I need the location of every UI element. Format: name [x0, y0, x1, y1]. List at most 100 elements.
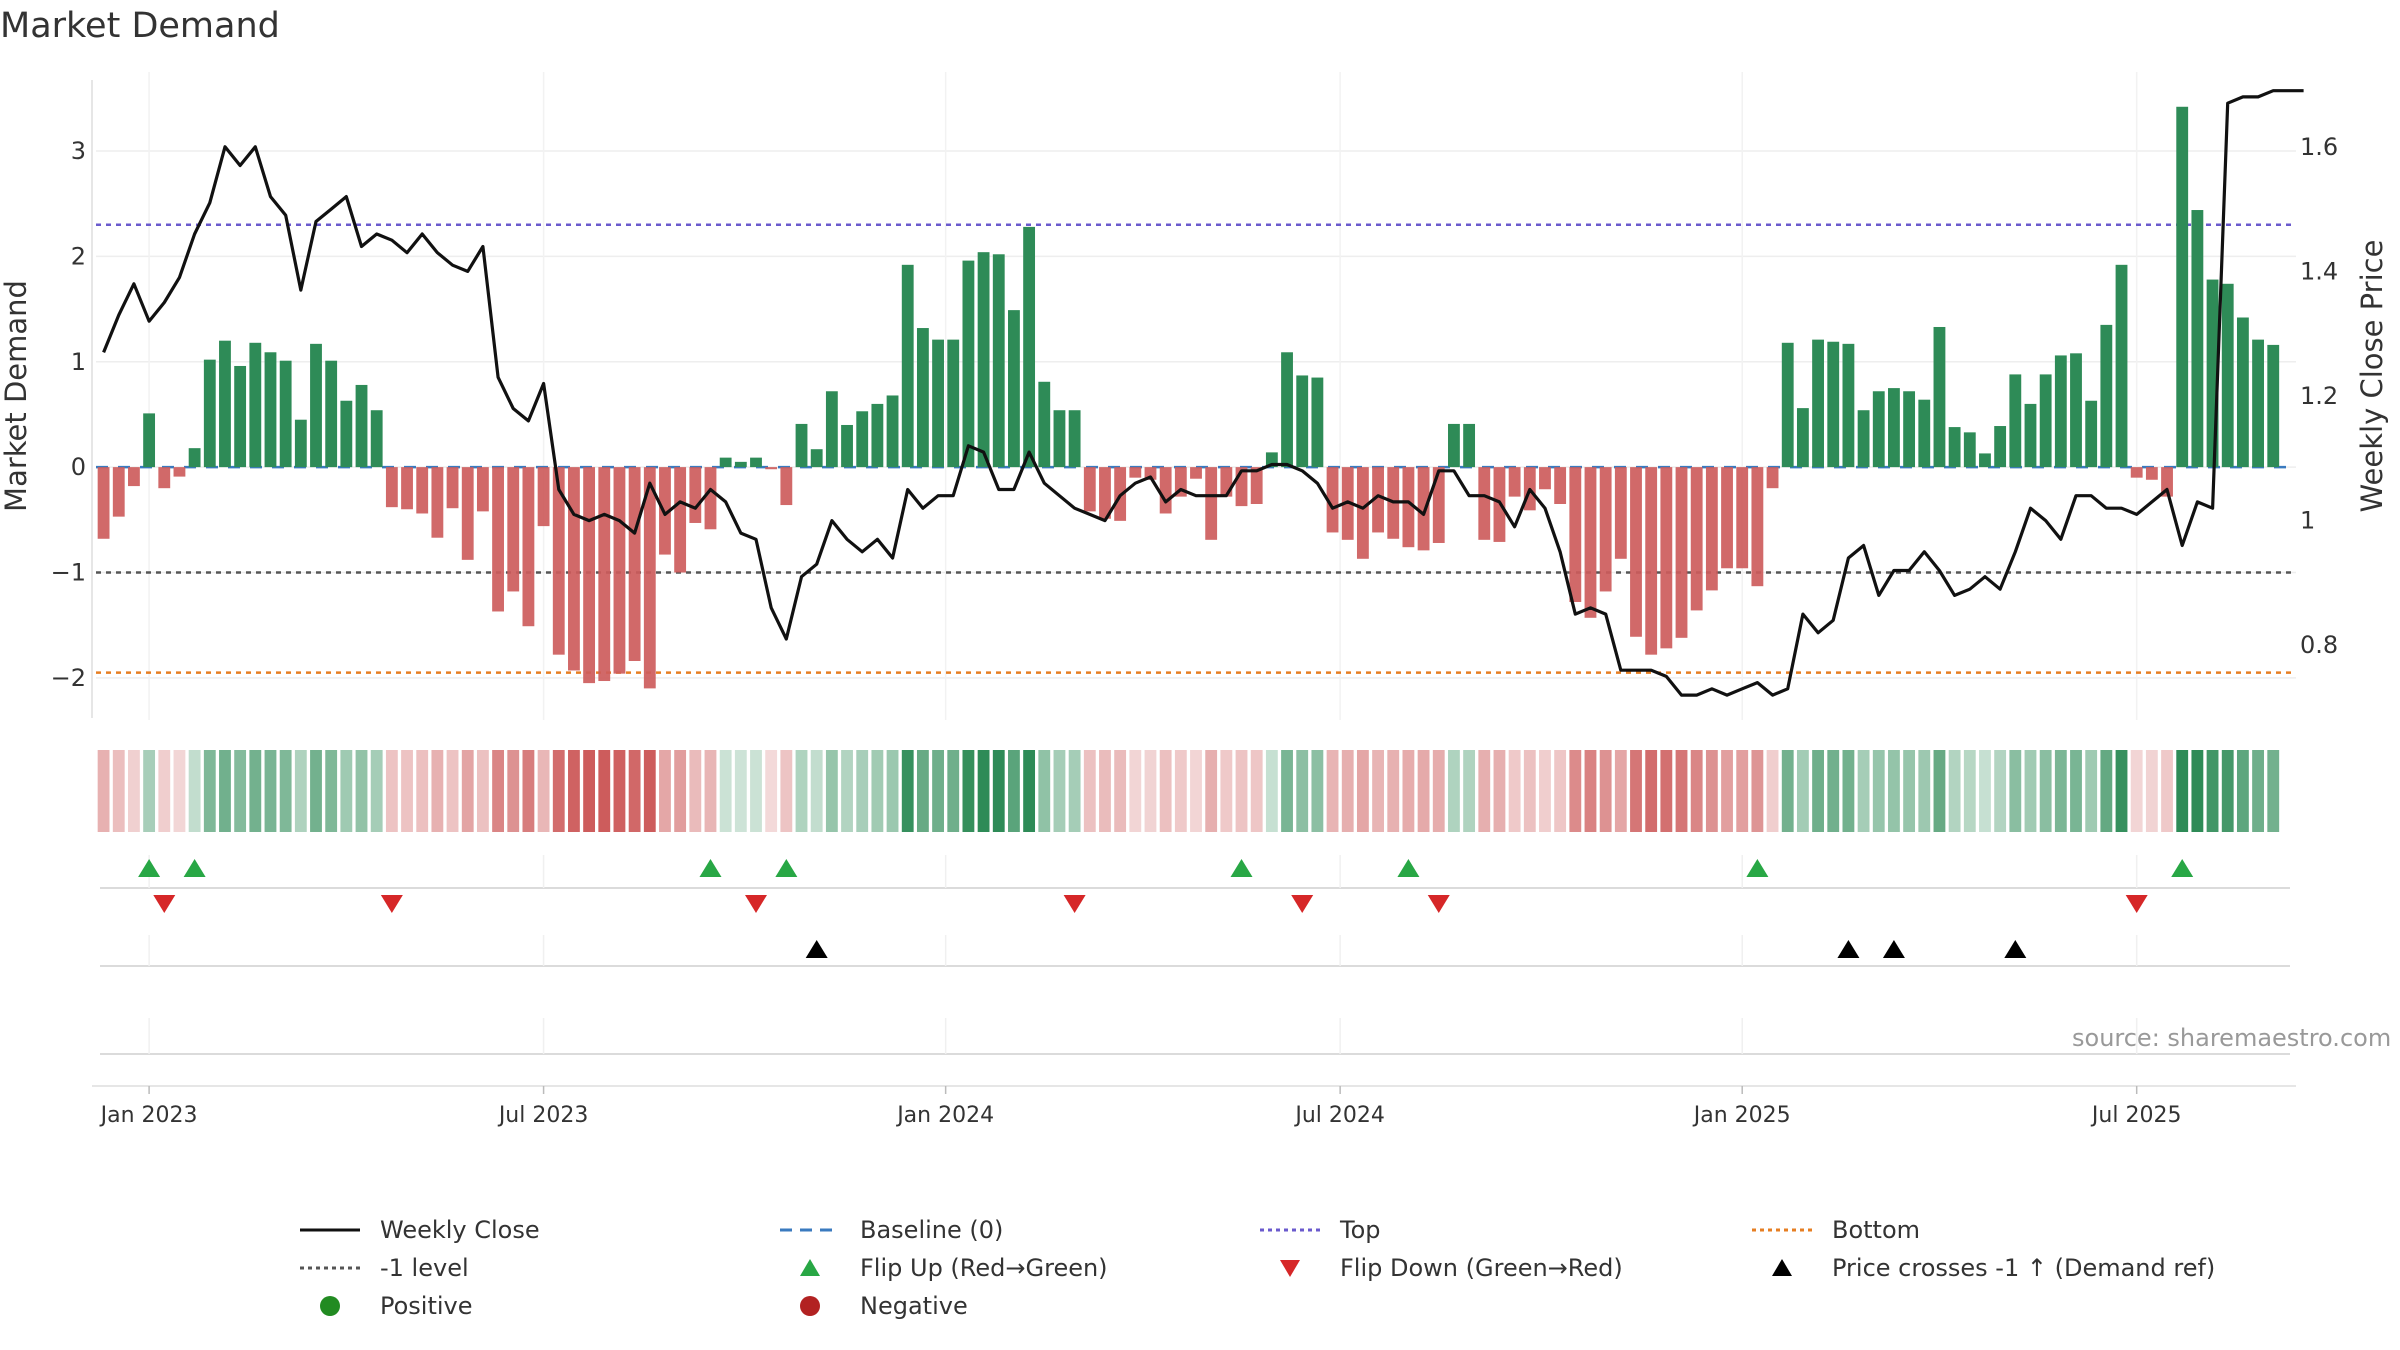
strip-cell: [947, 750, 960, 832]
demand-bar: [825, 391, 838, 468]
x-tick-label: Jan 2025: [1692, 1103, 1791, 1128]
demand-bar: [689, 467, 702, 523]
y-tick-label: 0: [71, 453, 86, 481]
demand-bar: [977, 252, 990, 468]
demand-bar: [1023, 226, 1036, 468]
strip-cell: [886, 750, 899, 832]
strip-cell: [1417, 750, 1430, 832]
demand-bar: [2130, 467, 2143, 478]
solid-line-icon: [300, 1228, 360, 1232]
strip-cell: [1645, 750, 1658, 832]
strip-cell: [2024, 750, 2037, 832]
strip-cell: [158, 750, 171, 832]
dot-icon: [320, 1296, 340, 1316]
legend-item-negative: Negative: [780, 1288, 968, 1324]
axes: 3 2 1 0 −1 −2 Market Demand 1.6 1.4 1.2 1 0.8 Weekly…: [0, 80, 2389, 718]
demand-bar: [583, 467, 596, 684]
strip-cell: [1068, 750, 1081, 832]
demand-bar: [188, 448, 201, 468]
strip-cell: [568, 750, 580, 832]
demand-bar: [1948, 427, 1961, 468]
legend-label: Price crosses -1 ↑ (Demand ref): [1832, 1254, 2216, 1282]
strip-cell: [1888, 750, 1900, 832]
x-tick-label: Jul 2024: [1293, 1103, 1385, 1128]
strip-cell: [2206, 750, 2219, 832]
demand-bar: [1645, 467, 1658, 655]
y-tick-label: 2: [71, 242, 86, 270]
strip-cell: [1979, 750, 1991, 832]
demand-bar: [1994, 426, 2007, 468]
strip-cell: [1994, 750, 2007, 832]
demand-bar: [249, 342, 262, 468]
strip-cell: [143, 750, 156, 832]
legend-label: Negative: [860, 1292, 968, 1320]
strip-cell: [188, 750, 201, 832]
strip-cell: [856, 750, 869, 832]
legend-item-minus1: -1 level: [300, 1250, 469, 1286]
strip-cell: [583, 750, 596, 832]
demand-bar: [2161, 467, 2173, 497]
strip-cell: [2009, 750, 2022, 832]
flip-down-marker: [745, 895, 767, 913]
demand-bar: [1599, 467, 1612, 592]
demand-heat-strip: [97, 750, 2280, 832]
strip-cell: [1402, 750, 1415, 832]
demand-bar: [97, 467, 110, 539]
strip-cell: [1372, 750, 1384, 832]
flip-up-marker: [699, 859, 722, 877]
triangle-up-icon: [1772, 1259, 1792, 1276]
strip-cell: [689, 750, 702, 832]
legend-label: Weekly Close: [380, 1216, 540, 1244]
legend-label: Top: [1340, 1216, 1381, 1244]
price-cross-marker: [805, 940, 828, 958]
demand-bar: [1265, 452, 1278, 468]
demand-bar: [1751, 467, 1764, 587]
strip-cell: [1463, 750, 1476, 832]
demand-bar: [674, 467, 687, 573]
strip-cell: [416, 750, 429, 832]
demand-bar: [1736, 467, 1749, 569]
strip-cell: [1038, 750, 1051, 832]
legend-label: -1 level: [380, 1254, 469, 1282]
demand-bar: [203, 359, 216, 468]
strip-cell: [1614, 750, 1627, 832]
demand-bar: [385, 467, 398, 508]
demand-bar: [613, 467, 626, 674]
strip-cell: [1721, 750, 1733, 832]
demand-bar: [1781, 342, 1794, 468]
strip-cell: [1903, 750, 1916, 832]
strip-cell: [765, 750, 778, 832]
strip-cell: [1129, 750, 1142, 832]
flip-down-marker: [1427, 895, 1450, 913]
strip-cell: [173, 750, 186, 832]
strip-cell: [522, 750, 535, 832]
strip-cell: [234, 750, 247, 832]
demand-bar: [1008, 310, 1020, 468]
strip-cell: [1872, 750, 1885, 832]
y-tick-label: 1: [71, 348, 86, 376]
demand-bar: [2085, 400, 2098, 468]
strip-cell: [2130, 750, 2143, 832]
demand-bar: [628, 467, 641, 661]
strip-cell: [1387, 750, 1400, 832]
demand-bar: [234, 365, 247, 468]
legend-item-price-cross: Price crosses -1 ↑ (Demand ref): [1752, 1250, 2215, 1286]
strip-cell: [2161, 750, 2173, 832]
strip-cell: [1144, 750, 1157, 832]
demand-bar: [780, 467, 793, 506]
dotted-line-icon: [300, 1266, 360, 1270]
strip-cell: [1918, 750, 1931, 832]
strip-cell: [992, 750, 1005, 832]
legend-item-top: Top: [1260, 1212, 1381, 1248]
strip-cell: [901, 750, 914, 832]
strip-cell: [2176, 750, 2189, 832]
x-tick-label: Jan 2024: [895, 1103, 994, 1128]
demand-bar: [507, 467, 520, 592]
strip-cell: [1508, 750, 1521, 832]
demand-bar: [947, 339, 960, 468]
demand-bar: [1888, 388, 1900, 468]
strip-cell: [2252, 750, 2264, 832]
demand-bar: [1144, 467, 1157, 480]
legend-label: Positive: [380, 1292, 473, 1320]
